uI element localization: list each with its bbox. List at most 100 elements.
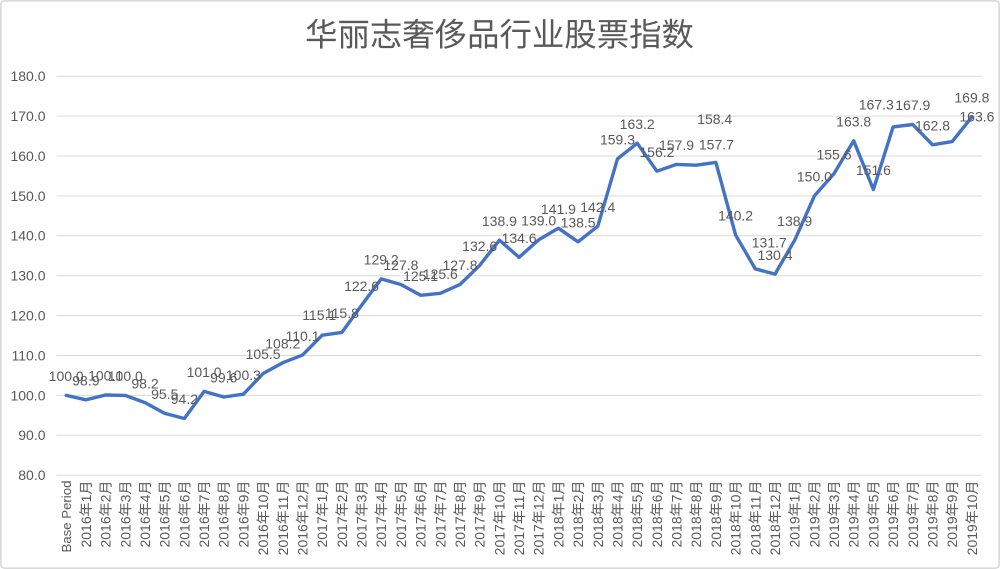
svg-text:2018: 2018 [767, 524, 783, 555]
svg-text:2017: 2017 [452, 516, 468, 547]
svg-text:2017: 2017 [472, 516, 488, 547]
svg-text:8: 8 [688, 494, 704, 502]
svg-text:2017: 2017 [432, 516, 448, 547]
svg-text:138.9: 138.9 [482, 213, 517, 229]
svg-text:10: 10 [728, 494, 744, 510]
svg-text:180.0: 180.0 [10, 68, 45, 84]
svg-text:7: 7 [196, 494, 212, 502]
svg-text:2016: 2016 [157, 516, 173, 547]
svg-text:127.8: 127.8 [383, 257, 418, 273]
svg-text:90.0: 90.0 [18, 427, 45, 443]
svg-text:100.0: 100.0 [49, 368, 84, 384]
svg-text:2017: 2017 [354, 516, 370, 547]
svg-text:8: 8 [452, 494, 468, 502]
svg-text:8: 8 [925, 494, 941, 502]
svg-text:9: 9 [944, 494, 960, 502]
svg-text:12: 12 [295, 494, 311, 510]
svg-text:2019: 2019 [964, 524, 980, 555]
svg-text:11: 11 [511, 495, 527, 510]
svg-text:100.0: 100.0 [10, 387, 45, 403]
svg-text:138.9: 138.9 [777, 213, 812, 229]
svg-text:2017: 2017 [334, 516, 350, 547]
svg-text:141.9: 141.9 [541, 201, 576, 217]
svg-text:2019: 2019 [787, 516, 803, 547]
svg-text:2019: 2019 [925, 516, 941, 547]
svg-text:2017: 2017 [314, 516, 330, 547]
svg-text:10: 10 [255, 494, 271, 510]
svg-text:1: 1 [314, 494, 330, 502]
svg-text:2016: 2016 [216, 516, 232, 547]
svg-text:2018: 2018 [728, 524, 744, 555]
svg-text:3: 3 [117, 494, 133, 502]
svg-text:12: 12 [767, 494, 783, 510]
svg-text:2017: 2017 [491, 524, 507, 555]
svg-text:158.4: 158.4 [697, 111, 732, 127]
svg-text:122.6: 122.6 [344, 278, 379, 294]
svg-text:5: 5 [865, 494, 881, 502]
svg-text:110.0: 110.0 [12, 347, 46, 363]
svg-text:2: 2 [334, 494, 350, 502]
svg-text:7: 7 [905, 494, 921, 502]
svg-text:140.0: 140.0 [10, 228, 45, 244]
svg-text:6: 6 [413, 494, 429, 502]
svg-text:2016: 2016 [117, 516, 133, 547]
svg-text:156.2: 156.2 [639, 144, 674, 160]
svg-text:130.4: 130.4 [757, 247, 792, 263]
svg-text:4: 4 [610, 494, 626, 502]
svg-text:150.0: 150.0 [10, 188, 45, 204]
svg-text:2019: 2019 [944, 516, 960, 547]
svg-text:7: 7 [669, 494, 685, 502]
svg-text:125.1: 125.1 [403, 268, 438, 284]
svg-text:163.6: 163.6 [959, 108, 994, 124]
svg-text:167.9: 167.9 [895, 97, 930, 113]
svg-text:115.1: 115.1 [302, 307, 336, 323]
svg-text:6: 6 [649, 494, 665, 502]
svg-text:2016: 2016 [235, 516, 251, 547]
svg-text:110.1: 110.1 [286, 328, 320, 344]
svg-text:2018: 2018 [688, 516, 704, 547]
svg-text:155.6: 155.6 [816, 146, 851, 162]
svg-text:2018: 2018 [550, 516, 566, 547]
svg-text:2018: 2018 [629, 516, 645, 547]
svg-text:94.2: 94.2 [171, 391, 198, 407]
svg-text:2018: 2018 [610, 516, 626, 547]
svg-text:2018: 2018 [669, 516, 685, 547]
svg-text:1: 1 [550, 494, 566, 502]
svg-text:134.6: 134.6 [502, 230, 537, 246]
svg-text:101.0: 101.0 [187, 364, 222, 380]
svg-text:4: 4 [373, 494, 389, 502]
svg-text:100.0: 100.0 [108, 368, 143, 384]
svg-text:80.0: 80.0 [18, 467, 45, 483]
svg-text:2018: 2018 [570, 516, 586, 547]
svg-text:2016: 2016 [176, 516, 192, 547]
svg-text:130.0: 130.0 [10, 268, 45, 284]
svg-text:98.2: 98.2 [131, 375, 158, 391]
svg-text:10: 10 [964, 494, 980, 510]
svg-text:163.8: 163.8 [836, 114, 871, 130]
svg-text:2: 2 [98, 494, 114, 502]
svg-text:2018: 2018 [708, 516, 724, 547]
svg-text:12: 12 [531, 494, 547, 510]
svg-text:10: 10 [491, 494, 507, 510]
svg-text:157.9: 157.9 [659, 137, 694, 153]
svg-text:100.1: 100.1 [88, 368, 123, 384]
svg-text:5: 5 [393, 494, 409, 502]
svg-text:2019: 2019 [885, 516, 901, 547]
svg-text:2019: 2019 [846, 516, 862, 547]
svg-text:2016: 2016 [137, 516, 153, 547]
svg-text:11: 11 [275, 495, 291, 510]
svg-text:2018: 2018 [649, 516, 665, 547]
svg-text:2019: 2019 [826, 516, 842, 547]
svg-text:Base Period: Base Period [59, 481, 74, 553]
svg-text:6: 6 [885, 494, 901, 502]
svg-text:127.8: 127.8 [442, 257, 477, 273]
svg-text:9: 9 [472, 494, 488, 502]
svg-text:4: 4 [137, 494, 153, 502]
svg-text:100.3: 100.3 [226, 367, 261, 383]
svg-text:2: 2 [570, 494, 586, 502]
svg-text:105.5: 105.5 [246, 346, 281, 362]
svg-text:2018: 2018 [747, 524, 763, 555]
svg-text:150.0: 150.0 [797, 169, 832, 185]
svg-text:98.9: 98.9 [72, 372, 99, 388]
svg-text:157.7: 157.7 [699, 137, 734, 153]
